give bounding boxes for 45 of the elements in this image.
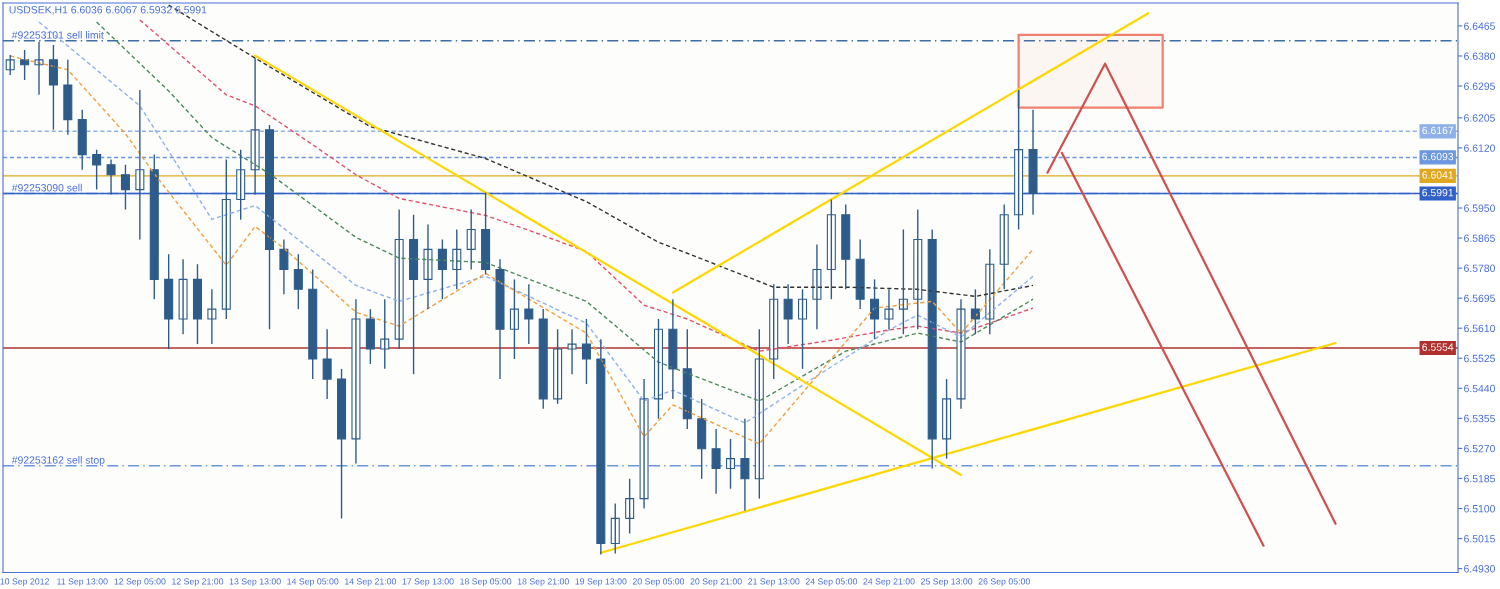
y-tick-label: 6.5440: [1464, 384, 1496, 393]
ref-line-label: #92253090 sell: [11, 183, 82, 192]
x-tick-label: 12 Sep 21:00: [172, 578, 224, 587]
y-tick-label: 6.6465: [1464, 22, 1495, 30]
x-tick-label: 14 Sep 05:00: [287, 578, 339, 587]
y-tick-label: 6.5100: [1464, 505, 1496, 513]
y-tick-label: 6.5185: [1464, 474, 1495, 483]
y-tick-label: 6.5525: [1464, 354, 1495, 363]
y-tick-label: 6.6205: [1464, 114, 1495, 122]
y-tick-label: 6.5270: [1464, 444, 1496, 453]
x-tick-label: 12 Sep 05:00: [114, 578, 166, 587]
ref-line-label: 6.6167: [1422, 126, 1454, 135]
y-tick-label: 6.6380: [1464, 52, 1496, 60]
x-tick-label: 17 Sep 13:00: [402, 578, 454, 587]
y-tick-label: 6.5865: [1464, 234, 1495, 242]
ref-line-label: #92253101 sell limit: [11, 31, 104, 39]
ref-line-label: 6.5991: [1422, 188, 1454, 197]
y-tick-label: 6.5015: [1464, 535, 1495, 543]
ref-line-label: 6.6041: [1422, 171, 1454, 179]
x-tick-label: 21 Sep 13:00: [748, 578, 800, 587]
y-tick-label: 6.5355: [1464, 414, 1495, 423]
x-tick-label: 25 Sep 13:00: [921, 578, 973, 587]
y-tick-label: 6.5950: [1464, 204, 1496, 212]
y-tick-label: 6.6120: [1464, 144, 1496, 152]
y-tick-label: 6.6295: [1464, 82, 1495, 90]
x-tick-label: 11 Sep 13:00: [57, 578, 108, 587]
x-tick-label: 18 Sep 21:00: [517, 578, 569, 587]
x-tick-label: 14 Sep 21:00: [344, 578, 397, 587]
y-tick-label: 6.4930: [1464, 565, 1496, 573]
y-tick-label: 6.5610: [1464, 324, 1496, 333]
ref-line-label: 6.6093: [1422, 152, 1454, 161]
x-tick-label: 19 Sep 13:00: [575, 578, 627, 587]
x-tick-label: 10 Sep 2012: [0, 578, 49, 587]
chart-title: USDSEK,H1 6.6036 6.6067 6.5932 6.5991: [9, 6, 207, 15]
x-tick-label: 13 Sep 13:00: [229, 578, 281, 587]
x-tick-label: 24 Sep 05:00: [805, 578, 858, 587]
x-tick-label: 18 Sep 05:00: [460, 578, 512, 587]
y-tick-label: 6.5695: [1464, 294, 1495, 303]
ref-line-label: 6.5554: [1422, 343, 1454, 351]
x-tick-label: 20 Sep 05:00: [632, 578, 685, 587]
x-tick-label: 24 Sep 21:00: [863, 578, 915, 587]
x-tick-label: 20 Sep 21:00: [690, 578, 742, 587]
x-tick-label: 26 Sep 05:00: [978, 578, 1030, 587]
y-tick-label: 6.5780: [1464, 264, 1496, 272]
ref-line-label: #92253162 sell stop: [11, 456, 105, 466]
